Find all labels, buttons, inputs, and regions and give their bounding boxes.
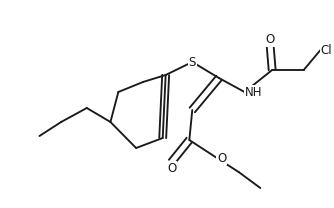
Text: O: O — [266, 33, 275, 46]
Text: O: O — [217, 151, 226, 165]
Text: NH: NH — [244, 85, 262, 99]
Text: S: S — [189, 56, 196, 68]
Text: Cl: Cl — [321, 43, 332, 57]
Text: O: O — [167, 162, 176, 175]
